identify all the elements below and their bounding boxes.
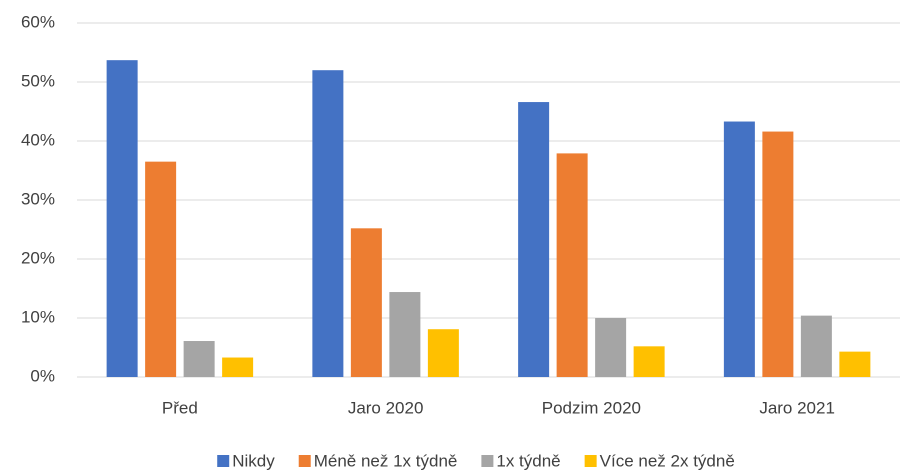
bar (350, 228, 382, 377)
y-tick-label: 20% (21, 248, 55, 267)
bar (222, 357, 254, 377)
legend-label: Nikdy (232, 451, 275, 470)
bar (633, 346, 665, 377)
y-tick-label: 0% (30, 366, 55, 385)
legend-swatch (481, 455, 494, 467)
x-tick-label: Jaro 2020 (348, 398, 424, 417)
bar (518, 102, 550, 377)
y-tick-label: 10% (21, 307, 55, 326)
bar (312, 70, 344, 377)
bar (595, 318, 627, 377)
bar (762, 131, 794, 377)
bar (427, 329, 459, 377)
bar (556, 153, 588, 377)
legend-swatch (298, 455, 311, 467)
bar (106, 60, 138, 378)
legend-swatch (217, 455, 230, 467)
bar (800, 315, 832, 377)
legend-swatch (584, 455, 597, 467)
y-tick-label: 60% (21, 12, 55, 31)
bar (389, 292, 421, 377)
y-tick-label: 50% (21, 71, 55, 90)
legend-label: Méně než 1x týdně (314, 451, 458, 470)
x-tick-label: Jaro 2021 (759, 398, 835, 417)
bar (145, 161, 177, 377)
legend-label: 1x týdně (496, 451, 560, 470)
bar (723, 121, 755, 377)
y-tick-label: 30% (21, 189, 55, 208)
legend-label: Více než 2x týdně (600, 451, 735, 470)
x-tick-label: Před (162, 398, 198, 417)
x-tick-label: Podzim 2020 (542, 398, 641, 417)
bar (183, 341, 215, 377)
bar (839, 351, 871, 377)
y-tick-label: 40% (21, 130, 55, 149)
